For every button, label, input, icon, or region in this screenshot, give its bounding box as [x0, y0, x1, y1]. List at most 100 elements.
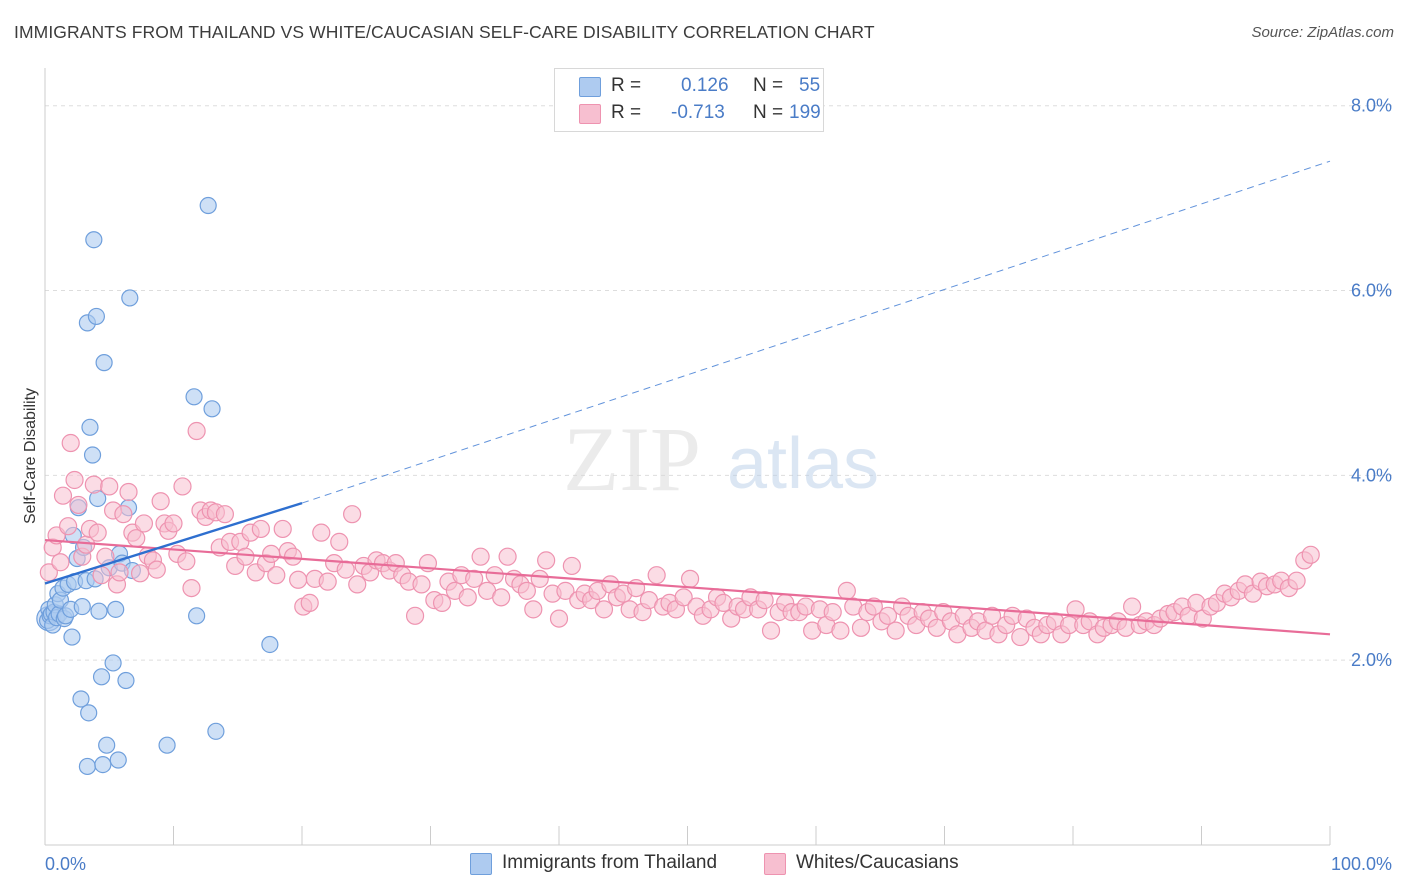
data-point-thailand: [117, 671, 135, 690]
data-point-whites: [556, 581, 575, 600]
data-point-whites: [680, 569, 700, 588]
legend-r-value: -0.713: [671, 102, 725, 123]
data-point-whites: [300, 593, 319, 612]
data-point-thailand: [158, 736, 176, 754]
data-point-whites: [100, 477, 119, 496]
data-point-whites: [1123, 597, 1142, 616]
data-point-whites: [92, 566, 111, 585]
data-point-whites: [405, 606, 425, 625]
data-point-whites: [864, 597, 883, 616]
data-point-whites: [236, 547, 255, 566]
data-point-thailand: [188, 607, 206, 625]
data-point-whites: [289, 570, 308, 589]
data-point-thailand: [78, 757, 97, 776]
data-point-whites: [130, 564, 150, 583]
data-point-whites: [114, 505, 133, 524]
data-point-whites: [273, 519, 292, 539]
trend-line-thailand-dashed: [301, 160, 1331, 504]
watermark-zip: ZIP: [563, 408, 701, 510]
data-point-whites: [492, 588, 511, 607]
data-point-whites: [312, 523, 331, 542]
data-point-thailand: [72, 690, 90, 708]
watermark: ZIP atlas: [563, 408, 879, 510]
data-point-thailand: [109, 751, 127, 769]
data-point-thailand: [185, 388, 203, 406]
data-point-thailand: [98, 736, 116, 754]
data-point-whites: [262, 544, 281, 564]
y-tick-label: 2.0%: [1351, 650, 1392, 670]
data-point-whites: [471, 547, 490, 566]
data-point-whites: [537, 551, 556, 570]
data-point-whites: [412, 575, 431, 594]
legend-n-value: 55: [799, 75, 821, 96]
data-point-whites: [343, 505, 362, 524]
data-point-whites: [465, 569, 484, 588]
y-axis-label: Self-Care Disability: [22, 388, 39, 524]
data-point-whites: [182, 579, 201, 598]
trend-line-thailand: [44, 501, 303, 585]
data-point-whites: [1011, 627, 1030, 647]
data-point-whites: [348, 575, 367, 594]
data-point-whites: [982, 606, 1002, 625]
data-point-whites: [1066, 600, 1085, 619]
data-point-thailand: [199, 196, 217, 215]
legend-n-label: N =: [753, 75, 784, 96]
data-point-whites: [147, 560, 166, 579]
bottom-legend-swatch-pink: [764, 853, 786, 875]
data-point-whites: [84, 475, 103, 494]
data-point-whites: [119, 482, 138, 502]
bottom-legend-label: Whites/Caucasians: [796, 852, 959, 873]
data-point-whites: [594, 600, 614, 619]
data-point-whites: [215, 505, 234, 524]
data-point-whites: [562, 556, 581, 576]
bottom-legend-swatch-blue: [470, 853, 492, 875]
data-point-whites: [69, 495, 88, 515]
data-point-thailand: [87, 307, 106, 326]
data-point-thailand: [95, 354, 113, 372]
trend-line-whites: [44, 538, 1331, 636]
data-point-thailand: [80, 704, 98, 722]
data-point-whites: [187, 421, 206, 441]
data-point-whites: [267, 566, 286, 585]
data-point-whites: [530, 569, 549, 588]
x-tick-label: 100.0%: [1331, 854, 1392, 874]
legend-r-label: R =: [611, 75, 642, 96]
data-point-thailand: [83, 446, 102, 464]
source-label: Source: ZipAtlas.com: [1251, 24, 1394, 41]
data-point-thailand: [94, 756, 112, 774]
data-point-whites: [886, 621, 905, 640]
data-point-thailand: [92, 668, 111, 686]
trend-lines: [44, 160, 1331, 636]
data-point-thailand: [104, 654, 122, 672]
data-point-whites: [837, 581, 856, 600]
data-point-thailand: [203, 400, 221, 418]
data-point-whites: [88, 523, 107, 542]
data-point-thailand: [207, 722, 225, 740]
data-point-whites: [336, 560, 355, 579]
data-point-whites: [110, 563, 129, 582]
x-tick-label: 0.0%: [45, 854, 86, 874]
watermark-atlas: atlas: [727, 424, 879, 504]
data-point-whites: [823, 603, 842, 622]
y-tick-label: 4.0%: [1351, 465, 1392, 485]
data-point-whites: [65, 470, 84, 490]
data-point-whites: [177, 552, 196, 571]
y-tick-label: 8.0%: [1351, 96, 1392, 116]
data-point-whites: [330, 532, 349, 551]
series-whites-caucasians: [39, 421, 1320, 647]
data-point-whites: [647, 566, 666, 585]
data-point-whites: [851, 618, 871, 637]
tick-labels: 2.0% 4.0% 6.0% 8.0% 0.0% 100.0%: [45, 96, 1392, 874]
data-point-whites: [458, 588, 477, 607]
data-point-whites: [831, 621, 850, 640]
legend-n-label: N =: [753, 102, 784, 123]
data-point-whites: [485, 566, 504, 585]
data-point-thailand: [107, 600, 125, 618]
legend-swatch-blue: [579, 77, 601, 97]
data-point-whites: [1301, 545, 1320, 564]
data-point-whites: [283, 547, 303, 566]
data-point-thailand: [90, 602, 108, 620]
data-point-whites: [173, 477, 192, 496]
legend-r-value: 0.126: [681, 75, 729, 96]
